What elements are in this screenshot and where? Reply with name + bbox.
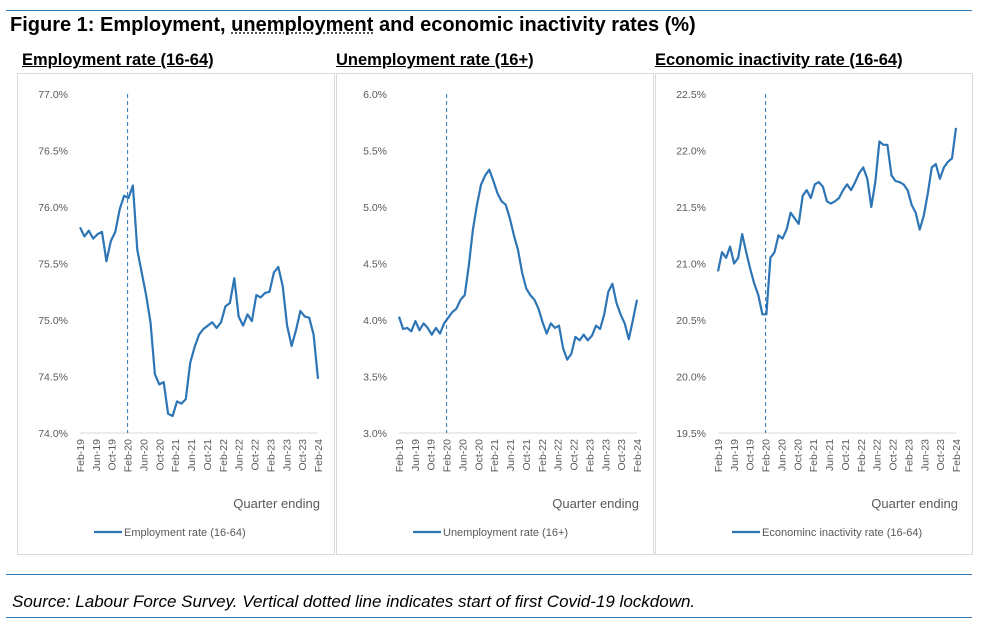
y-tick-label: 20.5% bbox=[676, 315, 706, 327]
x-tick-label: Feb-24 bbox=[632, 439, 644, 472]
x-tick-label: Feb-24 bbox=[951, 439, 963, 472]
x-tick-label: Jun-22 bbox=[553, 439, 565, 471]
y-tick-label: 21.0% bbox=[676, 259, 706, 271]
panel-title-unemployment: Unemployment rate (16+) bbox=[336, 51, 534, 69]
series-line bbox=[716, 127, 958, 316]
panel-title-inactivity: Economic inactivity rate (16-64) bbox=[655, 51, 903, 69]
x-tick-label: Oct-22 bbox=[569, 439, 581, 471]
x-tick-label: Feb-22 bbox=[218, 439, 230, 472]
middle-rule bbox=[6, 574, 972, 575]
legend-label: Unemployment rate (16+) bbox=[443, 527, 568, 539]
x-tick-label: Oct-20 bbox=[792, 439, 804, 471]
x-tick-label: Feb-22 bbox=[856, 439, 868, 472]
chart-panel-unemployment: 6.0% 5.5% 5.0% 4.5% 4.0% 3.5% 3.0% Feb-19 Jun-19… bbox=[336, 73, 654, 555]
x-tick-label: Feb-21 bbox=[808, 439, 820, 472]
legend-label: Econominc inactivity rate (16-64) bbox=[762, 527, 922, 539]
y-tick-label: 4.0% bbox=[363, 315, 387, 327]
x-tick-label: Jun-22 bbox=[234, 439, 246, 471]
x-tick-label: Oct-20 bbox=[473, 439, 485, 471]
x-tick-label: Jun-23 bbox=[919, 439, 931, 471]
x-tick-label: Jun-19 bbox=[729, 439, 741, 471]
x-tick-label: Feb-21 bbox=[489, 439, 501, 472]
x-tick-label: Feb-19 bbox=[394, 439, 406, 472]
y-tick-label: 4.5% bbox=[363, 259, 387, 271]
y-tick-label: 75.5% bbox=[38, 259, 68, 271]
panel-title-employment: Employment rate (16-64) bbox=[22, 51, 214, 69]
x-tick-label: Jun-21 bbox=[186, 439, 198, 471]
x-tick-label: Oct-21 bbox=[202, 439, 214, 471]
chart-panel-employment: 77.0% 76.5% 76.0% 75.5% 75.0% 74.5% 74.0% Feb-1… bbox=[17, 73, 335, 555]
x-tick-label: Oct-21 bbox=[840, 439, 852, 471]
x-tick-label: Jun-20 bbox=[457, 439, 469, 471]
x-tick-label: Oct-23 bbox=[935, 439, 947, 471]
y-tick-label: 5.5% bbox=[363, 146, 387, 158]
x-tick-label: Oct-19 bbox=[745, 439, 757, 471]
x-tick-label: Feb-19 bbox=[75, 439, 87, 472]
employment-chart: 77.0% 76.5% 76.0% 75.5% 75.0% 74.5% 74.0% Feb-1… bbox=[38, 89, 325, 539]
x-tick-label: Jun-21 bbox=[505, 439, 517, 471]
y-tick-label: 75.0% bbox=[38, 315, 68, 327]
figure-title-suffix: and economic inactivity rates (%) bbox=[373, 14, 696, 36]
y-tick-label: 3.5% bbox=[363, 372, 387, 384]
top-rule bbox=[6, 10, 972, 11]
x-tick-label: Feb-20 bbox=[442, 439, 454, 472]
y-tick-label: 6.0% bbox=[363, 89, 387, 101]
x-tick-label: Oct-22 bbox=[888, 439, 900, 471]
x-tick-label: Jun-20 bbox=[776, 439, 788, 471]
y-tick-label: 22.5% bbox=[676, 89, 706, 101]
y-tick-label: 76.5% bbox=[38, 146, 68, 158]
x-tick-label: Feb-20 bbox=[123, 439, 135, 472]
bottom-rule bbox=[6, 617, 972, 618]
figure-title-underlined: unemployment bbox=[231, 14, 374, 36]
x-tick-label: Oct-19 bbox=[426, 439, 438, 471]
source-note: Source: Labour Force Survey. Vertical do… bbox=[12, 592, 696, 611]
x-tick-label: Oct-22 bbox=[250, 439, 262, 471]
x-tick-label: Jun-22 bbox=[872, 439, 884, 471]
x-tick-label: Jun-20 bbox=[138, 439, 150, 471]
x-tick-label: Feb-22 bbox=[537, 439, 549, 472]
y-tick-label: 74.5% bbox=[38, 372, 68, 384]
y-tick-label: 76.0% bbox=[38, 202, 68, 214]
x-tick-label: Feb-21 bbox=[170, 439, 182, 472]
x-tick-label: Jun-23 bbox=[600, 439, 612, 471]
inactivity-chart: 22.5% 22.0% 21.5% 21.0% 20.5% 20.0% 19.5% Feb-1… bbox=[676, 89, 963, 539]
y-tick-label: 5.0% bbox=[363, 202, 387, 214]
x-tick-label: Oct-23 bbox=[616, 439, 628, 471]
y-tick-label: 22.0% bbox=[676, 146, 706, 158]
figure-title: Figure 1: Employment, unemployment and e… bbox=[10, 14, 696, 37]
series-line bbox=[79, 184, 320, 418]
x-tick-label: Oct-21 bbox=[521, 439, 533, 471]
y-tick-label: 3.0% bbox=[363, 428, 387, 440]
x-tick-label: Jun-19 bbox=[91, 439, 103, 471]
series-line bbox=[397, 168, 639, 361]
x-tick-label: Jun-23 bbox=[281, 439, 293, 471]
x-tick-label: Feb-20 bbox=[761, 439, 773, 472]
legend-label: Employment rate (16-64) bbox=[124, 527, 246, 539]
y-tick-label: 20.0% bbox=[676, 372, 706, 384]
unemployment-chart: 6.0% 5.5% 5.0% 4.5% 4.0% 3.5% 3.0% Feb-19 Jun-19… bbox=[363, 89, 644, 539]
x-tick-label: Feb-24 bbox=[313, 439, 325, 472]
y-tick-label: 74.0% bbox=[38, 428, 68, 440]
figure-title-prefix: Figure 1: Employment, bbox=[10, 14, 232, 36]
x-tick-label: Oct-23 bbox=[297, 439, 309, 471]
x-tick-label: Oct-19 bbox=[107, 439, 119, 471]
x-axis-title: Quarter ending bbox=[552, 496, 639, 511]
x-tick-label: Feb-23 bbox=[265, 439, 277, 472]
x-tick-label: Feb-19 bbox=[713, 439, 725, 472]
y-tick-label: 77.0% bbox=[38, 89, 68, 101]
x-tick-label: Feb-23 bbox=[903, 439, 915, 472]
x-axis-title: Quarter ending bbox=[233, 496, 320, 511]
x-tick-label: Jun-19 bbox=[410, 439, 422, 471]
y-tick-label: 19.5% bbox=[676, 428, 706, 440]
x-tick-label: Jun-21 bbox=[824, 439, 836, 471]
x-tick-label: Feb-23 bbox=[584, 439, 596, 472]
chart-panel-inactivity: 22.5% 22.0% 21.5% 21.0% 20.5% 20.0% 19.5% Feb-1… bbox=[655, 73, 973, 555]
x-tick-label: Oct-20 bbox=[154, 439, 166, 471]
x-axis-title: Quarter ending bbox=[871, 496, 958, 511]
y-tick-label: 21.5% bbox=[676, 202, 706, 214]
